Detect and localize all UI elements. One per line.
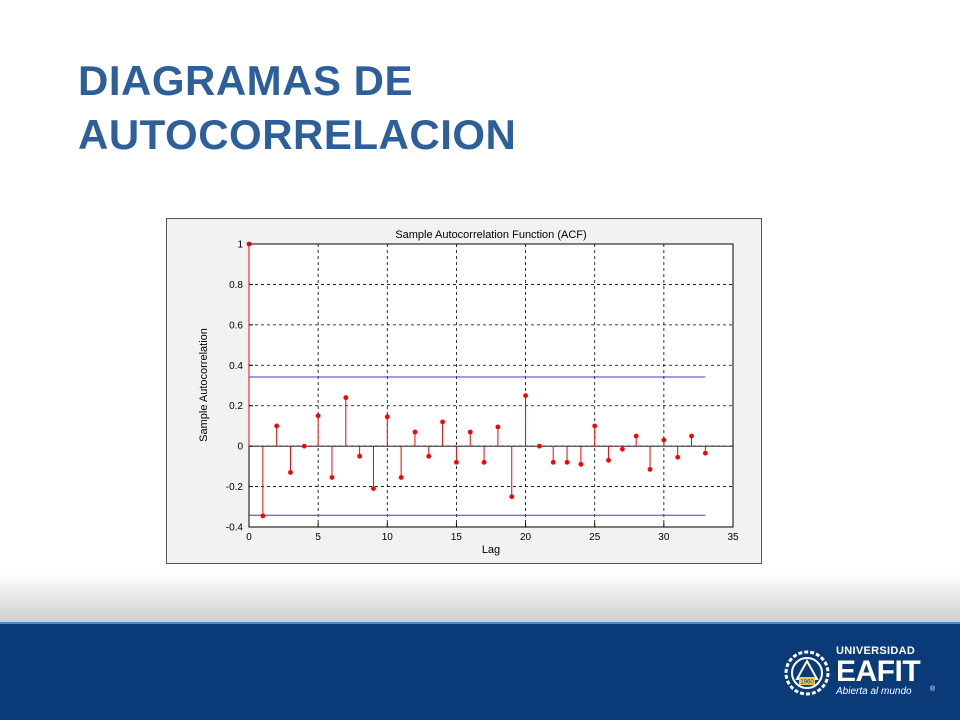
x-axis-label: Lag — [482, 544, 500, 556]
slide-title-line2: AUTOCORRELACION — [78, 111, 517, 158]
acf-point — [315, 413, 321, 419]
seal-year: 1960 — [800, 680, 814, 686]
grid-layer — [249, 244, 733, 527]
acf-point — [523, 393, 528, 399]
tick-layer: 0 5 10 15 20 25 30 35 -0.4 -0.2 0 0.2 0.4 0.6 0.8 1 — [226, 240, 739, 544]
y-axis-label: Sample Autocorrelation — [198, 328, 210, 442]
acf-point — [398, 475, 404, 480]
acf-point — [343, 395, 349, 401]
acf-point — [675, 454, 681, 460]
acf-point — [260, 513, 266, 519]
acf-chart-svg: 0 5 10 15 20 25 30 35 -0.4 -0.2 0 0.2 0.4 0.6 0.8 1 Sam… — [198, 229, 739, 556]
stem-layer — [246, 241, 708, 519]
footer-fade — [0, 574, 960, 622]
x-tick-label: 35 — [727, 532, 739, 543]
acf-point — [454, 459, 459, 465]
acf-point — [329, 475, 335, 480]
x-tick-label: 0 — [246, 532, 252, 543]
y-tick-label: 0 — [237, 442, 243, 453]
logo-eafit: EAFIT — [836, 655, 921, 688]
acf-point — [537, 443, 542, 449]
logo-text: UNIVERSIDAD EAFIT Abierta al mundo — [836, 644, 921, 698]
acf-point — [274, 423, 280, 429]
logo-registered-mark: ® — [930, 686, 936, 693]
acf-point — [440, 419, 445, 425]
acf-point — [619, 446, 625, 452]
acf-point — [702, 450, 708, 456]
x-tick-label: 20 — [520, 532, 532, 543]
footer-bar: 1960 UNIVERSIDAD EAFIT Abierta al mundo … — [0, 622, 960, 720]
x-tick-label: 10 — [382, 532, 394, 543]
y-tick-label: 0.6 — [229, 320, 243, 331]
logo-university: UNIVERSIDAD — [836, 645, 916, 657]
logo-tagline: Abierta al mundo — [836, 686, 912, 697]
acf-point — [509, 494, 515, 500]
acf-point — [412, 429, 418, 435]
acf-point — [633, 433, 639, 439]
acf-point — [578, 461, 584, 467]
y-tick-label: 0.8 — [229, 280, 243, 291]
acf-point — [467, 429, 473, 435]
acf-point — [426, 453, 432, 459]
y-tick-label: 0.2 — [229, 401, 243, 412]
acf-point — [301, 443, 307, 449]
x-tick-label: 5 — [315, 532, 321, 543]
acf-point — [564, 459, 570, 465]
acf-point — [357, 453, 363, 459]
plot-area — [248, 243, 734, 528]
acf-point — [661, 437, 667, 443]
eafit-logo: 1960 UNIVERSIDAD EAFIT Abierta al mundo … — [784, 644, 944, 708]
slide-title: DIAGRAMAS DE AUTOCORRELACION — [78, 54, 778, 162]
acf-point — [606, 457, 611, 463]
acf-point — [481, 459, 487, 465]
y-tick-label: -0.4 — [226, 523, 244, 534]
acf-point — [647, 466, 653, 472]
acf-point — [495, 424, 501, 430]
y-tick-label: -0.2 — [226, 482, 244, 493]
x-tick-label: 25 — [589, 532, 601, 543]
acf-point — [371, 486, 376, 491]
acf-point — [689, 433, 694, 439]
acf-point — [288, 470, 293, 475]
slide-title-line1: DIAGRAMAS DE — [78, 57, 414, 104]
eafit-seal-icon: 1960 — [784, 650, 830, 696]
acf-chart: 0 5 10 15 20 25 30 35 -0.4 -0.2 0 0.2 0.4 0.6 0.8 1 Sam… — [166, 218, 762, 564]
x-tick-label: 15 — [451, 532, 463, 543]
confidence-bounds — [249, 376, 706, 516]
acf-point — [592, 423, 598, 429]
y-tick-label: 0.4 — [229, 361, 243, 372]
y-tick-label: 1 — [237, 240, 243, 251]
acf-point — [384, 414, 390, 420]
chart-title: Sample Autocorrelation Function (ACF) — [395, 229, 586, 241]
acf-point — [550, 459, 556, 465]
x-tick-label: 30 — [658, 532, 670, 543]
